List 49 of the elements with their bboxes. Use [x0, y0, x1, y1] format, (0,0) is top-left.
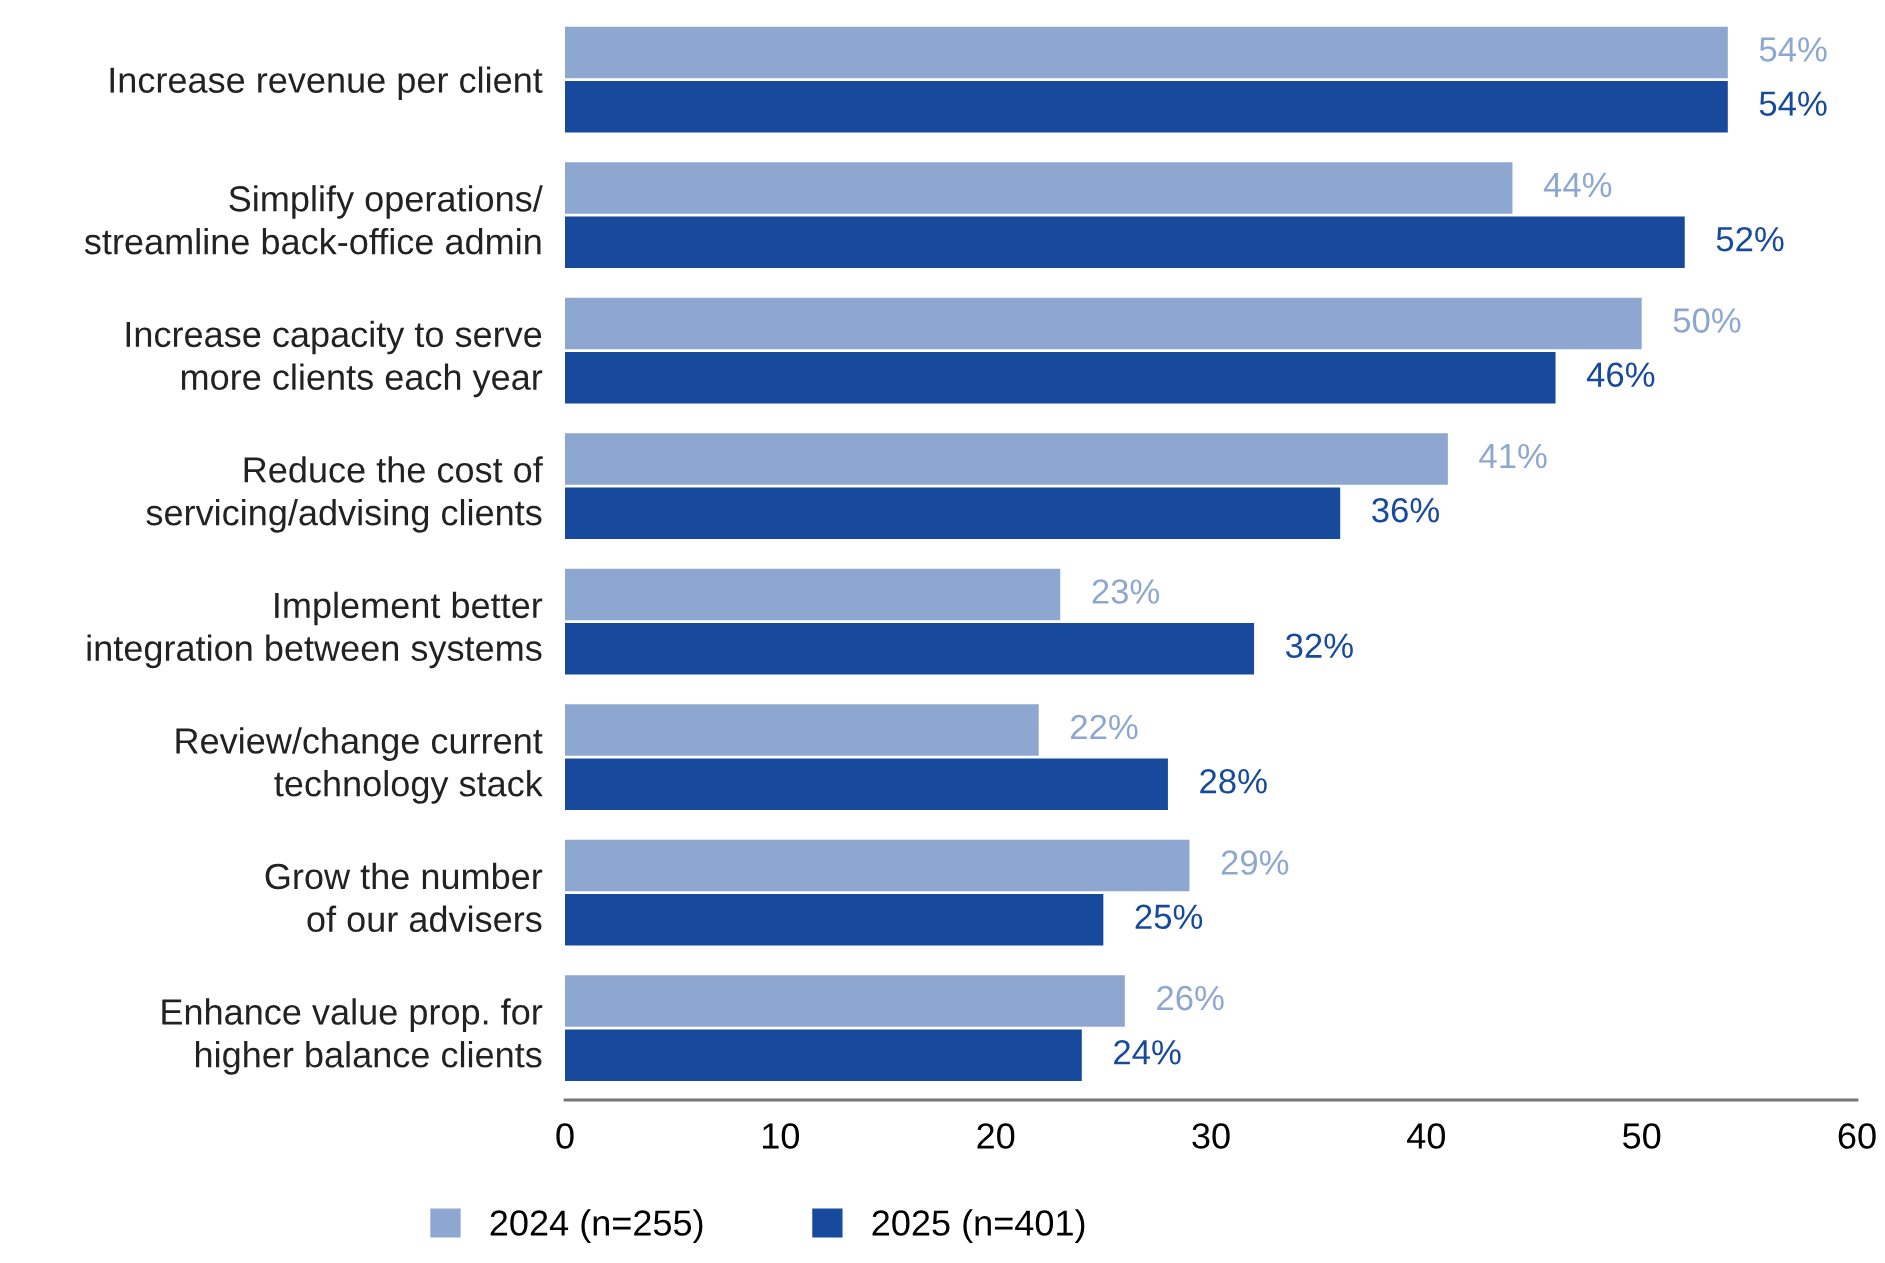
- x-tick-label: 60: [1838, 1123, 1876, 1149]
- x-tick-label: 30: [1192, 1123, 1230, 1149]
- bar: [565, 975, 1125, 1027]
- y-tick-label: Implement better integration between systems: [87, 591, 543, 669]
- legend-label: 2025 (n=401): [872, 1209, 1085, 1243]
- x-tick-label: 0: [556, 1123, 574, 1149]
- data-label: 36%: [1372, 497, 1440, 523]
- y-tick-label: Reduce the cost of servicing/advising clients: [146, 456, 543, 533]
- bar: [565, 80, 1728, 133]
- bar: [565, 1029, 1082, 1082]
- data-label: 24%: [1114, 1040, 1181, 1065]
- data-label: 29%: [1221, 850, 1289, 875]
- y-tick-label: Grow the number of our advisers: [265, 862, 543, 933]
- data-label: 54%: [1759, 37, 1827, 62]
- bar: [565, 568, 1061, 621]
- bar: [565, 758, 1168, 810]
- bar: [565, 704, 1039, 756]
- bar: [565, 26, 1728, 79]
- data-label: 25%: [1135, 904, 1203, 930]
- x-tick-label: 50: [1623, 1123, 1661, 1149]
- bar: [565, 216, 1685, 268]
- data-label: 54%: [1759, 91, 1827, 116]
- bar: [565, 351, 1556, 404]
- data-label: 50%: [1673, 308, 1741, 333]
- data-label: 52%: [1716, 226, 1784, 252]
- bar: [565, 487, 1341, 539]
- bar: [565, 622, 1255, 675]
- data-label: 28%: [1200, 768, 1267, 794]
- data-label: 41%: [1479, 443, 1547, 469]
- y-tick-label: Review/change current technology stack: [176, 727, 543, 804]
- legend-label: 2024 (n=255): [490, 1209, 703, 1243]
- x-tick-label: 20: [977, 1123, 1015, 1149]
- bar: [565, 297, 1642, 350]
- x-tick-label: 40: [1407, 1123, 1446, 1149]
- bar: [565, 894, 1104, 946]
- y-tick-label: Increase revenue per client: [110, 66, 543, 101]
- y-tick-label: Enhance value prop. for higher balance clients: [162, 998, 543, 1075]
- y-tick-label: Increase capacity to serve more clients each year: [126, 320, 543, 398]
- data-label: 22%: [1071, 714, 1138, 740]
- data-label: 32%: [1285, 633, 1353, 659]
- bar: [565, 162, 1513, 214]
- x-tick-label: 10: [763, 1123, 800, 1149]
- data-label: 44%: [1543, 172, 1612, 198]
- data-label: 26%: [1157, 985, 1224, 1011]
- y-tick-label: Simplify operations/ streamline back-office admin: [84, 185, 543, 255]
- data-label: 23%: [1092, 579, 1160, 604]
- bar: [565, 433, 1448, 485]
- data-label: 46%: [1586, 362, 1655, 387]
- bar: [565, 839, 1190, 892]
